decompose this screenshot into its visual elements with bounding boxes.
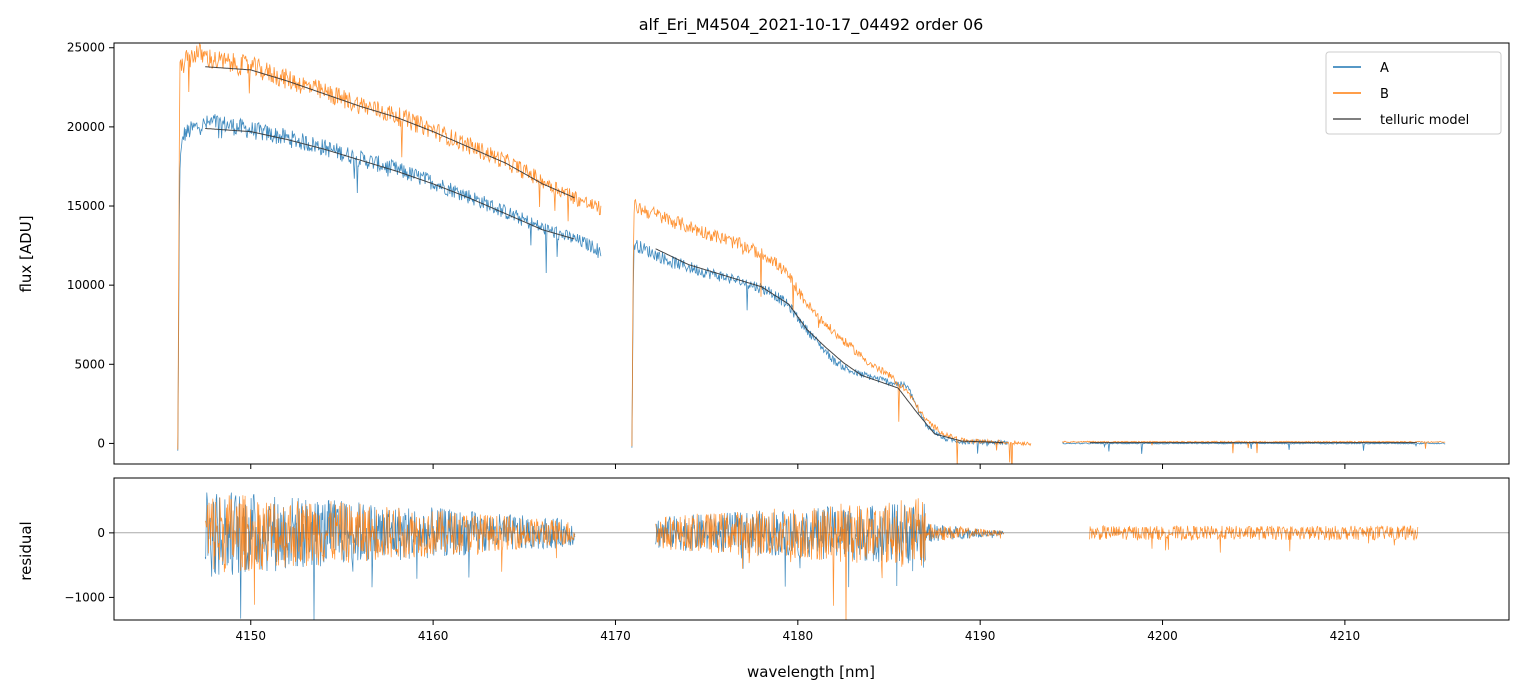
residual-series-a-segment bbox=[925, 523, 1004, 542]
telluric-model-segment bbox=[655, 248, 1003, 444]
residual-y-tick-label: 0 bbox=[97, 526, 105, 540]
residual-x-tick-label: 4190 bbox=[965, 629, 996, 643]
residual-panel: −1000 0 4150 4160 4170 4180 4190 4200 4210 resi… bbox=[17, 477, 1510, 681]
flux-plot-frame bbox=[113, 42, 1510, 465]
flux-panel: 0 5000 10000 15000 20000 25000 flux [ADU] A B… bbox=[17, 41, 1510, 469]
residual-plot-frame bbox=[113, 477, 1510, 621]
legend-label-b: B bbox=[1380, 87, 1389, 102]
telluric-model-segment bbox=[205, 128, 575, 240]
residual-x-tick-label: 4180 bbox=[783, 629, 814, 643]
residual-x-tick-label: 4160 bbox=[418, 629, 449, 643]
flux-series-b-segment bbox=[177, 43, 602, 450]
residual-x-tick-label: 4200 bbox=[1147, 629, 1178, 643]
chart-title: alf_Eri_M4504_2021-10-17_04492 order 06 bbox=[639, 15, 984, 35]
flux-y-tick-label: 25000 bbox=[67, 41, 105, 55]
flux-plot-area bbox=[114, 43, 1509, 464]
legend-box bbox=[1325, 51, 1502, 135]
residual-x-tick-label: 4170 bbox=[600, 629, 631, 643]
residual-series-b-segment bbox=[655, 498, 926, 620]
flux-y-tick-label: 20000 bbox=[67, 120, 105, 134]
residual-y-axis-label: residual bbox=[17, 521, 35, 580]
residual-y-tick-label: −1000 bbox=[64, 590, 105, 604]
flux-series-b-segment bbox=[1062, 440, 1446, 454]
flux-series-b-segment bbox=[631, 198, 1032, 464]
flux-y-tick-label: 5000 bbox=[74, 357, 105, 371]
flux-y-axis-label: flux [ADU] bbox=[17, 215, 35, 292]
telluric-model-segment bbox=[205, 66, 575, 199]
flux-y-tick-label: 15000 bbox=[67, 199, 105, 213]
flux-y-tick-label: 10000 bbox=[67, 278, 105, 292]
residual-x-tick-label: 4210 bbox=[1330, 629, 1361, 643]
x-axis-label: wavelength [nm] bbox=[747, 663, 875, 681]
residual-x-tick-label: 4150 bbox=[235, 629, 266, 643]
residual-series-b-segment bbox=[204, 495, 576, 605]
residual-series-a-segment bbox=[655, 503, 926, 588]
legend: A B telluric model bbox=[1325, 51, 1502, 135]
residual-series-b-segment bbox=[1089, 524, 1419, 553]
flux-series-a-segment bbox=[631, 240, 1008, 454]
legend-label-telluric: telluric model bbox=[1380, 113, 1469, 128]
legend-label-a: A bbox=[1380, 61, 1389, 76]
flux-y-tick-label: 0 bbox=[97, 436, 105, 450]
